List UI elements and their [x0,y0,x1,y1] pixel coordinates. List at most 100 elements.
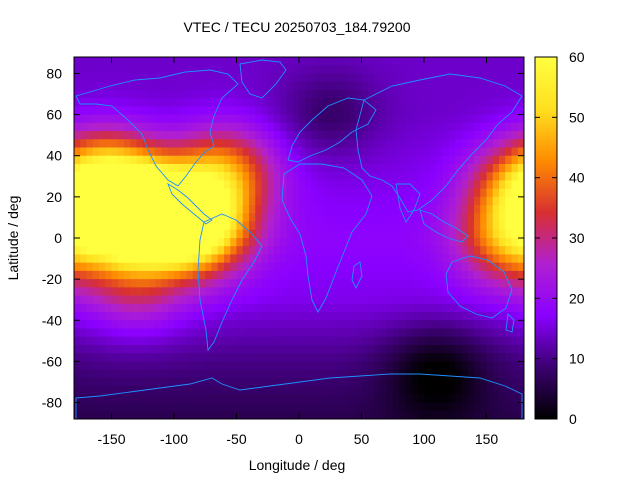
heatmap-cell [192,65,200,75]
heatmap-cell [280,180,288,190]
heatmap-cell [217,303,225,313]
heatmap-cell [399,402,406,412]
heatmap-cell [449,147,456,157]
heatmap-cell [217,279,225,288]
heatmap-cell [305,114,313,124]
heatmap-cell [142,122,150,132]
heatmap-cell [242,336,250,346]
heatmap-cell [467,180,475,190]
heatmap-cell [274,254,281,264]
heatmap-cell [467,205,475,214]
heatmap-cell [474,57,481,66]
heatmap-cell [305,139,313,149]
heatmap-cell [267,312,275,321]
heatmap-cell [274,180,281,190]
heatmap-cell [386,295,394,305]
heatmap-cell [449,188,456,198]
heatmap-cell [405,98,413,107]
heatmap-cell [161,344,169,354]
heatmap-cell [317,221,325,231]
heatmap-cell [349,246,356,256]
heatmap-cell [392,229,400,239]
heatmap-cell [230,196,238,206]
heatmap-cell [155,328,163,338]
heatmap-cell [517,163,524,173]
heatmap-cell [111,344,119,354]
heatmap-cell [74,262,81,272]
heatmap-cell [511,295,519,305]
heatmap-cell [461,328,469,338]
heatmap-cell [124,172,131,182]
heatmap-cell [142,369,150,379]
heatmap-cell [230,81,238,91]
heatmap-cell [111,147,119,157]
heatmap-cell [367,139,375,149]
heatmap-cell [392,336,400,346]
heatmap-cell [411,303,419,313]
heatmap-cell [386,65,394,75]
heatmap-cell [205,106,213,116]
heatmap-cell [224,180,231,190]
heatmap-cell [274,172,281,182]
heatmap-cell [236,163,244,173]
heatmap-cell [317,312,325,321]
heatmap-cell [261,188,269,198]
heatmap-cell [99,287,106,297]
heatmap-cell [417,353,425,363]
heatmap-cell [180,369,188,379]
heatmap-cell [117,89,125,99]
heatmap-cell [480,139,488,149]
heatmap-cell [255,386,263,395]
heatmap-cell [230,188,238,198]
heatmap-cell [386,114,394,124]
heatmap-cell [417,402,425,412]
heatmap-cell [492,221,500,231]
heatmap-cell [161,213,169,223]
heatmap-cell [492,65,500,75]
heatmap-cell [436,369,444,379]
heatmap-cell [517,270,524,280]
heatmap-cell [336,172,344,182]
heatmap-cell [186,73,194,83]
heatmap-cell [255,229,263,239]
heatmap-cell [392,65,400,75]
heatmap-cell [205,353,213,363]
heatmap-cell [186,279,194,288]
heatmap-cell [111,377,119,387]
heatmap-cell [242,172,250,182]
heatmap-cell [399,188,406,198]
heatmap-cell [330,205,338,214]
heatmap-cell [361,98,369,107]
heatmap-cell [424,402,431,412]
heatmap-cell [436,336,444,346]
heatmap-cell [274,328,281,338]
heatmap-cell [217,73,225,83]
heatmap-cell [111,89,119,99]
heatmap-cell [274,394,281,404]
heatmap-cell [405,361,413,371]
heatmap-cell [211,221,219,231]
heatmap-cell [361,122,369,132]
heatmap-cell [436,402,444,412]
heatmap-cell [149,147,156,157]
heatmap-cell [117,344,125,354]
heatmap-cell [186,377,194,387]
heatmap-cell [474,402,481,412]
heatmap-cell [461,188,469,198]
heatmap-cell [249,188,256,198]
heatmap-cell [117,73,125,83]
heatmap-cell [311,155,319,165]
heatmap-cell [267,172,275,182]
heatmap-cell [130,106,138,116]
heatmap-cell [517,147,524,157]
heatmap-cell [192,147,200,157]
heatmap-cell [105,89,113,99]
heatmap-cell [405,57,413,66]
heatmap-cell [305,312,313,321]
heatmap-cell [424,147,431,157]
heatmap-cell [186,57,194,66]
heatmap-cell [280,213,288,223]
heatmap-cell [99,344,106,354]
heatmap-cell [324,221,331,231]
heatmap-cell [230,295,238,305]
